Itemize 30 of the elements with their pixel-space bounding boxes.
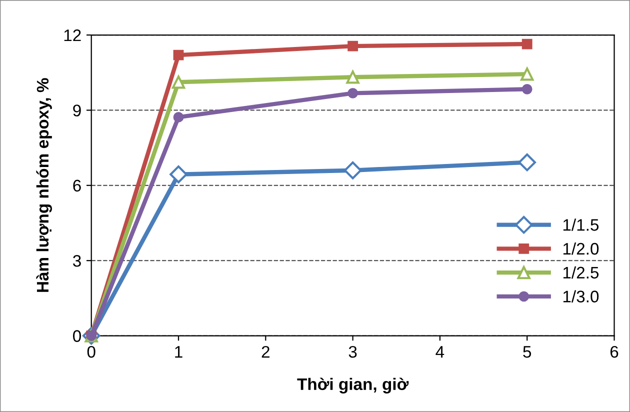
x-tick-label: 4 (436, 346, 444, 358)
point (522, 38, 532, 50)
point (520, 68, 534, 81)
legend-label: 1/3.0 (563, 290, 599, 302)
x-tick-label: 1 (175, 346, 182, 358)
x-tick-label: 2 (262, 346, 270, 358)
point (344, 161, 362, 180)
point (173, 50, 184, 60)
point (170, 165, 188, 184)
y-axis-title: Hàm lượng nhóm epoxy, % (36, 78, 52, 292)
legend-label: 1/1.5 (563, 218, 599, 231)
y-tick-label: 0 (73, 330, 81, 342)
x-axis-title: Thời gian, giờ (297, 378, 409, 394)
y-tick-label: 6 (73, 180, 81, 192)
point (173, 112, 184, 122)
point (172, 76, 186, 89)
point (348, 40, 358, 52)
legend-label: 1/2.0 (563, 242, 599, 255)
y-tick-label: 3 (72, 254, 81, 267)
point (346, 70, 360, 84)
x-tick-label: 0 (87, 346, 96, 358)
x-tick-label: 3 (348, 346, 357, 358)
point (518, 153, 536, 172)
x-tick-label: 6 (610, 346, 618, 358)
legend-label: 1/2.5 (563, 266, 599, 279)
point (348, 88, 358, 98)
y-tick-label: 9 (73, 104, 81, 116)
y-tick-label: 12 (64, 29, 81, 42)
point (522, 84, 532, 94)
x-tick-label: 5 (523, 346, 532, 358)
